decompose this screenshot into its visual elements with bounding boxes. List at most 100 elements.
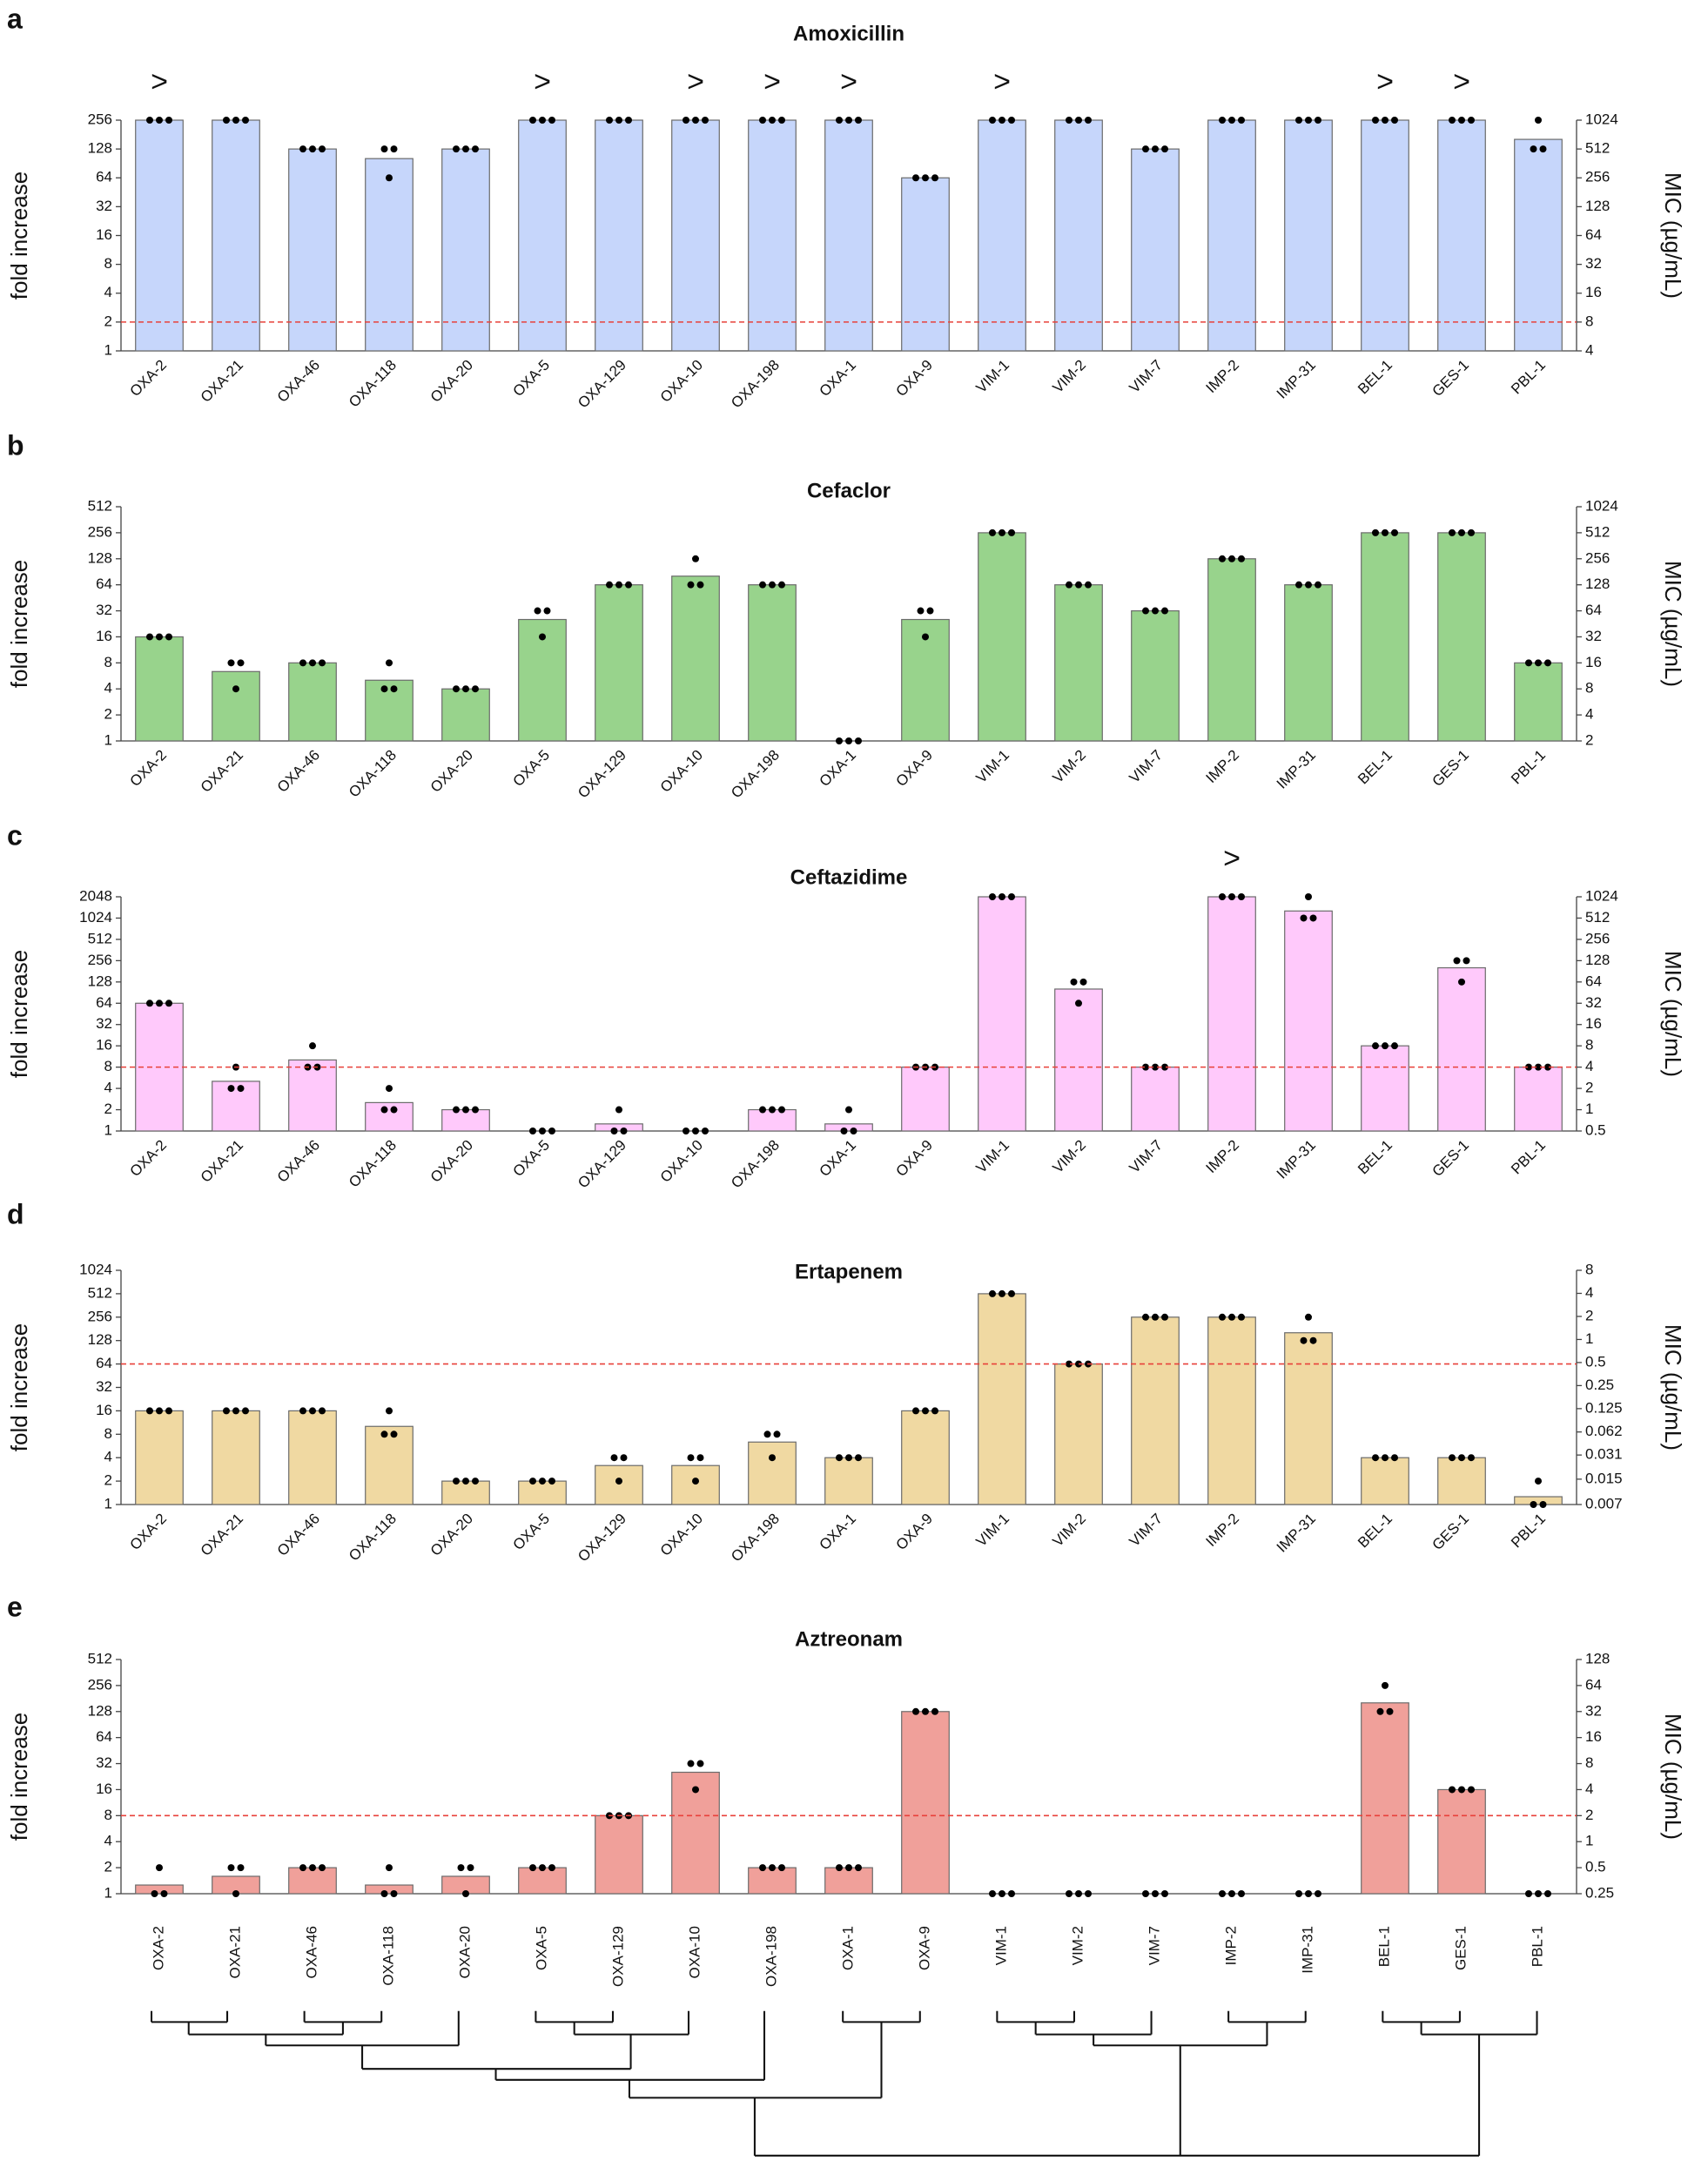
replicate-dot <box>548 1478 555 1485</box>
y-tick-label: 1 <box>104 731 112 748</box>
replicate-dot <box>223 117 230 124</box>
y-tick-label: 32 <box>96 198 112 214</box>
replicate-dot <box>1535 1478 1542 1485</box>
replicate-dot <box>1372 1042 1379 1050</box>
replicate-dot <box>390 1106 398 1114</box>
bar <box>1054 119 1103 352</box>
chart-title: Ertapenem <box>795 1260 903 1283</box>
replicate-dot <box>548 117 555 124</box>
bar <box>901 1067 950 1132</box>
replicate-dot <box>380 1890 388 1897</box>
replicate-dot <box>1295 117 1302 124</box>
replicate-dot <box>1309 914 1317 922</box>
bar <box>441 688 490 742</box>
replicate-dot <box>769 1454 776 1462</box>
replicate-dot <box>146 1000 153 1007</box>
x-tick-label: IMP-2 <box>1203 747 1242 786</box>
x-tick-label: OXA-5 <box>533 1926 549 1970</box>
bar <box>1437 119 1486 352</box>
x-tick-label: OXA-21 <box>198 1137 246 1186</box>
y2-tick-label: 4 <box>1585 706 1593 723</box>
x-tick-label: OXA-129 <box>575 747 629 802</box>
replicate-dot <box>773 1431 781 1438</box>
y2-tick-label: 1024 <box>1585 497 1618 514</box>
replicate-dot <box>539 117 546 124</box>
replicate-dot <box>778 117 785 124</box>
replicate-dot <box>380 145 388 153</box>
y2-tick-label: 0.007 <box>1585 1495 1623 1511</box>
x-tick-label: OXA-118 <box>380 1926 396 1986</box>
y-tick-label: 16 <box>96 1402 112 1418</box>
replicate-dot <box>1085 117 1092 124</box>
y2-tick-label: 4 <box>1585 1781 1593 1797</box>
bar <box>288 1410 337 1505</box>
y-tick-label: 4 <box>104 1080 112 1096</box>
x-tick-label: OXA-5 <box>509 1511 553 1554</box>
y-tick-label: 16 <box>96 1781 112 1797</box>
y2-axis-label: MIC (µg/mL) <box>1660 172 1686 299</box>
y2-tick-label: 512 <box>1585 523 1610 540</box>
y2-tick-label: 128 <box>1585 952 1610 968</box>
replicate-dot <box>1142 1313 1149 1321</box>
bar <box>824 1123 873 1132</box>
y2-tick-label: 8 <box>1585 1261 1593 1277</box>
y-tick-label: 4 <box>104 1833 112 1849</box>
replicate-dot <box>299 1864 306 1872</box>
x-tick-label: BEL-1 <box>1355 357 1395 398</box>
bar <box>1284 1332 1333 1505</box>
replicate-dot <box>1079 978 1087 986</box>
replicate-dot <box>453 1106 460 1114</box>
y2-tick-label: 4 <box>1585 1058 1593 1074</box>
replicate-dot <box>1238 117 1245 124</box>
y-axis-label: fold increase <box>6 950 32 1078</box>
x-tick-label: IMP-2 <box>1203 1511 1242 1550</box>
y2-tick-label: 2 <box>1585 1080 1593 1096</box>
bar <box>365 158 414 352</box>
bar <box>288 1059 337 1132</box>
bar <box>595 584 643 742</box>
replicate-dot <box>696 1454 704 1462</box>
replicate-dot <box>606 117 613 124</box>
y-tick-label: 1 <box>104 1884 112 1901</box>
replicate-dot <box>999 893 1005 900</box>
replicate-dot <box>1305 1313 1312 1321</box>
bar <box>671 1464 720 1505</box>
y2-tick-label: 512 <box>1585 140 1610 157</box>
y-axis-label: fold increase <box>6 172 32 300</box>
x-tick-label: PBL-1 <box>1508 747 1549 788</box>
bar <box>212 1410 260 1505</box>
replicate-dot <box>1372 1454 1379 1462</box>
bar <box>824 1867 873 1895</box>
x-tick-label: IMP-31 <box>1274 747 1319 792</box>
y-tick-label: 1 <box>104 1495 112 1511</box>
y2-tick-label: 16 <box>1585 654 1602 670</box>
y2-tick-label: 64 <box>1585 602 1602 618</box>
replicate-dot <box>912 174 919 182</box>
replicate-dot <box>1228 1313 1235 1321</box>
replicate-dot <box>778 1864 785 1872</box>
replicate-dot <box>1152 1063 1159 1071</box>
replicate-dot <box>529 1864 536 1872</box>
x-tick-label: VIM-7 <box>1146 1926 1162 1965</box>
y-tick-label: 256 <box>88 952 112 968</box>
replicate-dot <box>1453 957 1461 965</box>
replicate-dot <box>1535 659 1542 667</box>
replicate-dot <box>1008 1289 1015 1297</box>
bar <box>1361 119 1409 352</box>
bar <box>671 576 720 742</box>
replicate-dot <box>472 1106 479 1114</box>
bar <box>365 679 414 742</box>
y-tick-label: 8 <box>104 1425 112 1442</box>
panel-label: d <box>7 1198 24 1229</box>
replicate-dot <box>319 659 326 667</box>
replicate-dot <box>223 1407 230 1415</box>
x-tick-label: OXA-129 <box>575 1511 629 1565</box>
x-tick-label: VIM-2 <box>1050 1511 1089 1550</box>
replicate-dot <box>539 1864 546 1872</box>
replicate-dot <box>769 1106 776 1114</box>
replicate-dot <box>1535 1890 1542 1897</box>
replicate-dot <box>462 685 469 693</box>
y2-tick-label: 2 <box>1585 731 1593 748</box>
